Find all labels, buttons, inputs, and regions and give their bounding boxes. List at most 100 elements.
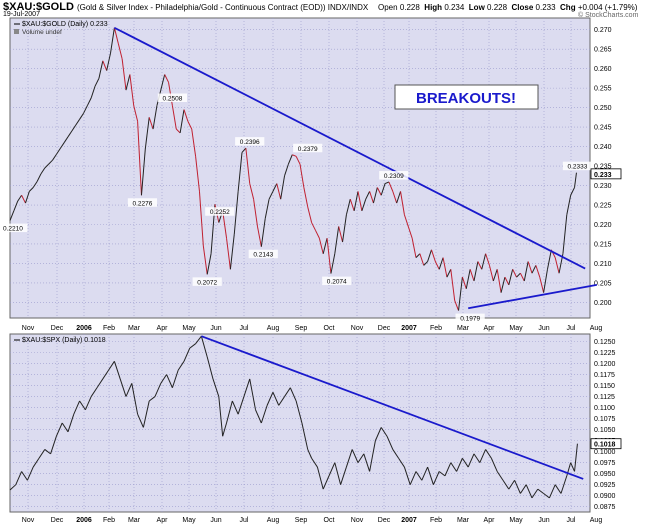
price-segment: [212, 378, 220, 397]
y-tick-label: 0.1125: [594, 394, 615, 401]
x-tick-label: 2007: [401, 325, 417, 332]
price-segment: [171, 369, 179, 388]
legend-sub: Volume undef: [22, 29, 62, 36]
point-label-bg: [248, 249, 278, 259]
price-segment: [108, 361, 115, 371]
price-segment: [198, 191, 204, 246]
price-segment: [98, 60, 104, 79]
y-tick-label: 0.245: [594, 125, 612, 132]
price-segment: [365, 191, 371, 200]
point-label: 0.2309: [384, 173, 404, 180]
x-tick-label: Jun: [538, 325, 549, 332]
price-segment: [276, 183, 282, 200]
point-label-bg: [293, 143, 323, 153]
point-label: 0.2072: [197, 279, 217, 286]
chart-title: $XAU:$GOLD (Gold & Silver Index - Philad…: [3, 1, 368, 13]
trendline: [468, 283, 597, 310]
price-segment: [21, 471, 28, 481]
y-tick-label: 0.1175: [594, 372, 615, 379]
price-segment: [278, 396, 285, 406]
price-segment: [264, 199, 270, 219]
price-segment: [284, 387, 291, 397]
x-tick-label: Aug: [590, 517, 603, 524]
y-tick-label: 0.1250: [594, 339, 616, 346]
x-tick-label: Feb: [430, 517, 442, 524]
price-segment: [133, 105, 139, 122]
price-segment: [461, 276, 467, 289]
x-tick-label: Nov: [351, 325, 364, 332]
price-segment: [177, 361, 185, 371]
price-segment: [9, 210, 15, 221]
price-segment: [195, 335, 202, 344]
last-value-tag: [590, 438, 622, 450]
price-segment: [137, 121, 142, 196]
price-segment: [206, 253, 212, 275]
price-segment: [485, 449, 492, 459]
last-value-tag: [590, 168, 622, 180]
price-segment: [164, 74, 169, 83]
price-segment: [465, 269, 471, 289]
price-segment: [442, 257, 448, 278]
price-segment: [113, 27, 119, 44]
price-segment: [349, 199, 355, 212]
x-tick-label: Jul: [240, 325, 249, 332]
price-segment: [531, 265, 537, 274]
x-tick-label: Jun: [210, 325, 221, 332]
price-segment: [17, 194, 23, 202]
price-segment: [535, 265, 541, 278]
price-segment: [71, 124, 77, 132]
price-segment: [392, 449, 400, 459]
price-segment: [183, 347, 191, 362]
price-segment: [519, 484, 527, 494]
price-segment: [249, 378, 257, 410]
price-segment: [73, 400, 81, 415]
price-segment: [523, 261, 529, 282]
price-segment: [388, 181, 394, 192]
price-segment: [299, 164, 305, 188]
point-label: 0.2276: [132, 200, 152, 207]
price-segment: [372, 187, 378, 204]
y-tick-label: 0.0875: [594, 504, 616, 511]
price-segment: [330, 253, 336, 274]
price-segment: [537, 488, 544, 494]
price-segment: [392, 191, 398, 204]
y-tick-label: 0.1075: [594, 416, 616, 423]
price-segment: [90, 86, 96, 99]
trendline: [113, 26, 586, 270]
close-value: 0.233: [535, 3, 556, 12]
x-tick-label: 2007: [401, 517, 417, 524]
price-segment: [287, 154, 293, 165]
y-tick-label: 0.0900: [594, 493, 616, 500]
price-segment: [409, 471, 417, 485]
price-segment: [427, 249, 432, 262]
price-segment: [137, 413, 144, 428]
price-segment: [292, 154, 297, 157]
price-segment: [187, 121, 193, 130]
price-segment: [119, 378, 127, 397]
price-segment: [430, 249, 436, 262]
y-tick-label: 0.250: [594, 105, 612, 112]
y-tick-label: 0.255: [594, 86, 612, 93]
y-tick-label: 0.0975: [594, 460, 616, 467]
price-segment: [496, 269, 502, 293]
price-segment: [345, 199, 351, 215]
price-segment: [195, 156, 200, 192]
point-label-bg: [157, 93, 187, 102]
y-tick-label: 0.200: [594, 300, 612, 307]
price-segment: [129, 74, 135, 106]
price-segment: [345, 449, 353, 468]
price-segment: [403, 466, 411, 485]
price-segment: [361, 199, 367, 212]
price-segment: [516, 272, 521, 278]
price-segment: [504, 276, 510, 286]
price-segment: [260, 218, 266, 247]
high-value: 0.234: [444, 3, 465, 12]
price-segment: [13, 200, 19, 212]
price-segment: [438, 257, 444, 270]
price-segment: [32, 181, 38, 188]
price-segment: [160, 374, 168, 384]
price-segment: [249, 183, 255, 200]
price-segment: [50, 436, 57, 454]
price-segment: [233, 191, 239, 235]
chart-header: $XAU:$GOLD (Gold & Silver Index - Philad…: [0, 0, 652, 19]
